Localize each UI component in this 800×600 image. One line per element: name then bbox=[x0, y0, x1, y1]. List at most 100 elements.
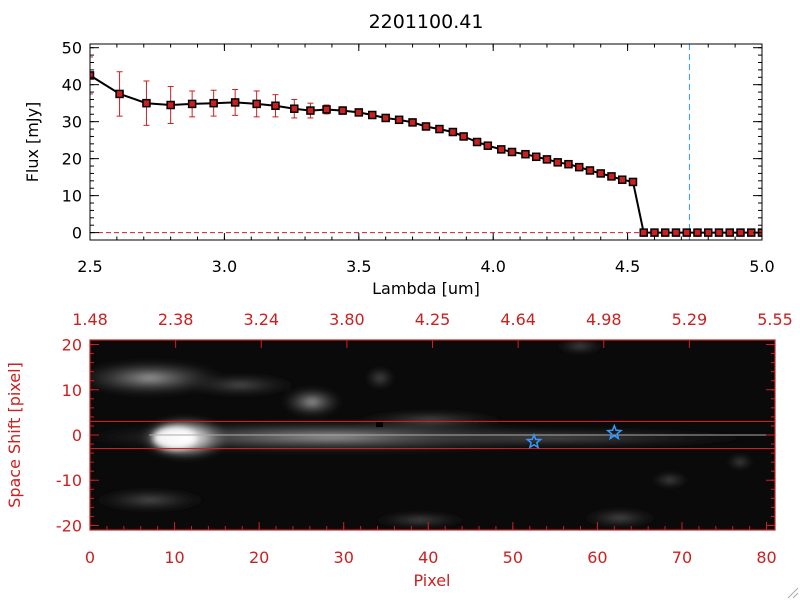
data-point bbox=[252, 99, 261, 109]
data-point bbox=[585, 166, 595, 175]
data-point bbox=[354, 108, 364, 117]
data-point bbox=[660, 228, 670, 237]
image-blob bbox=[180, 373, 300, 397]
image-x-tick-label: 30 bbox=[334, 548, 354, 567]
data-point bbox=[209, 98, 218, 108]
data-point bbox=[483, 141, 493, 150]
data-point bbox=[497, 145, 506, 154]
image-x-tick-label: 50 bbox=[503, 548, 523, 567]
y-tick-label: 20 bbox=[62, 150, 82, 169]
image-y-axis: -20 -10 0 10 20 bbox=[56, 336, 775, 535]
data-point bbox=[521, 149, 530, 159]
data-point bbox=[628, 177, 638, 187]
x-tick-label: 3.0 bbox=[212, 257, 237, 276]
data-point bbox=[714, 228, 724, 237]
spectrum-plot-frame bbox=[89, 43, 763, 241]
data-point bbox=[115, 89, 124, 99]
data-point bbox=[736, 228, 745, 237]
image-top-tick-label: 3.80 bbox=[329, 310, 365, 329]
data-point bbox=[682, 228, 691, 237]
y-tick-label: 10 bbox=[62, 187, 82, 206]
data-point bbox=[367, 110, 377, 120]
star-markers-layer bbox=[525, 423, 623, 450]
data-point bbox=[290, 104, 299, 113]
x-tick-label: 3.5 bbox=[346, 257, 371, 276]
image-y-tick-label: -20 bbox=[56, 516, 82, 535]
spectrum-x-axis: 2.5 3.0 3.5 4.0 4.5 5.0 bbox=[77, 44, 775, 276]
data-point bbox=[693, 228, 702, 237]
data-point bbox=[381, 113, 390, 123]
spectrum-x-axis-label: Lambda [um] bbox=[372, 279, 480, 298]
image-top-tick-label: 3.24 bbox=[243, 310, 279, 329]
data-point bbox=[703, 228, 713, 237]
data-point bbox=[542, 155, 552, 164]
data-point bbox=[166, 100, 175, 110]
data-point bbox=[650, 228, 659, 237]
image-top-tick-label: 1.48 bbox=[72, 310, 108, 329]
data-point bbox=[472, 137, 482, 147]
data-point bbox=[725, 228, 734, 237]
spectrum-series-layer bbox=[90, 56, 762, 237]
image-x-tick-label: 70 bbox=[672, 548, 692, 567]
image-y-tick-label: -10 bbox=[56, 471, 82, 490]
image-noise bbox=[90, 340, 770, 528]
data-point bbox=[408, 118, 417, 127]
image-top-tick-label: 4.64 bbox=[500, 310, 536, 329]
data-point bbox=[607, 172, 616, 181]
image-top-tick-label: 4.98 bbox=[586, 310, 622, 329]
extraction-band-layer bbox=[90, 420, 775, 450]
data-point bbox=[553, 158, 562, 167]
image-x-axis-label: Pixel bbox=[413, 571, 450, 590]
data-point bbox=[507, 147, 517, 157]
data-point bbox=[187, 99, 197, 109]
spectrum-y-axis: 0 10 20 30 40 50 bbox=[62, 39, 762, 243]
image-blob bbox=[153, 426, 197, 450]
image-x-tick-label: 10 bbox=[164, 548, 184, 567]
data-point bbox=[271, 101, 280, 111]
image-defect-pixel bbox=[376, 421, 383, 427]
spectrum-title: 2201100.41 bbox=[369, 11, 484, 33]
image-y-tick-label: 20 bbox=[62, 336, 82, 355]
image-blob bbox=[650, 472, 690, 488]
data-point bbox=[617, 175, 627, 184]
image-y-axis-label: Space Shift [pixel] bbox=[5, 362, 24, 508]
image-top-tick-label: 5.29 bbox=[672, 310, 708, 329]
y-tick-label: 0 bbox=[72, 224, 82, 243]
resize-grip-icon[interactable] bbox=[787, 587, 799, 599]
data-point bbox=[421, 122, 431, 131]
data-point bbox=[394, 115, 404, 125]
data-point bbox=[448, 127, 458, 137]
image-y-tick-label: 10 bbox=[62, 381, 82, 400]
data-point bbox=[596, 169, 605, 178]
spectrum-y-axis-label: Flux [mJy] bbox=[23, 102, 42, 183]
data-point bbox=[322, 105, 331, 114]
star-marker-icon bbox=[525, 432, 543, 450]
x-tick-label: 2.5 bbox=[77, 257, 102, 276]
image-blob bbox=[370, 512, 470, 528]
data-point bbox=[142, 98, 151, 108]
data-point bbox=[230, 98, 240, 107]
image-blob bbox=[282, 387, 342, 417]
data-point bbox=[564, 159, 573, 169]
image-x-tick-label: 60 bbox=[587, 548, 607, 567]
image-blob bbox=[555, 340, 605, 354]
data-point bbox=[459, 132, 468, 141]
image-blob bbox=[364, 366, 396, 390]
data-point bbox=[531, 152, 541, 162]
image-x-tick-label: 80 bbox=[756, 548, 776, 567]
data-point bbox=[90, 71, 95, 80]
image-blob bbox=[90, 488, 210, 512]
data-point bbox=[574, 162, 584, 172]
x-tick-label: 4.5 bbox=[615, 257, 640, 276]
image-blob bbox=[350, 428, 770, 448]
y-tick-label: 40 bbox=[62, 76, 82, 95]
image-x-axis: 0 10 20 30 40 50 60 70 80 bbox=[85, 522, 777, 567]
x-tick-label: 4.0 bbox=[480, 257, 505, 276]
data-point bbox=[435, 124, 444, 134]
image-x-tick-label: 40 bbox=[418, 548, 438, 567]
image-top-tick-label: 5.55 bbox=[757, 310, 793, 329]
spectrum-vline-layer bbox=[90, 44, 762, 240]
image-top-tick-label: 4.25 bbox=[415, 310, 451, 329]
data-point bbox=[306, 106, 315, 115]
